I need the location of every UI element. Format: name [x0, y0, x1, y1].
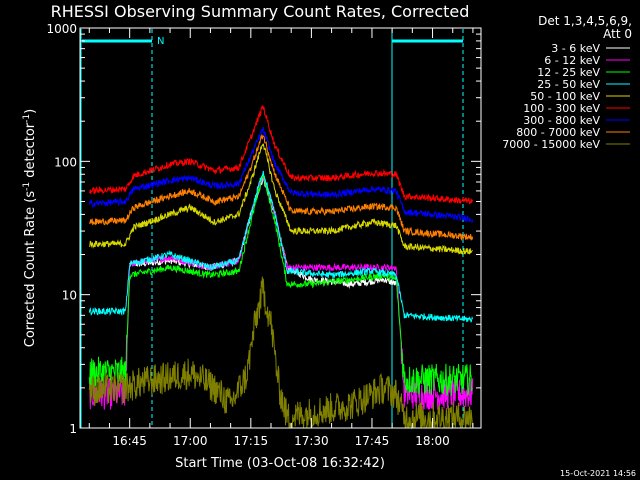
- x-tick-label: 18:00: [415, 434, 450, 448]
- x-tick-label: 17:30: [294, 434, 329, 448]
- series-line-6: [88, 126, 474, 224]
- y-axis: 1 10 100 1000: [46, 22, 481, 436]
- x-axis-label: Start Time (03-Oct-08 16:32:42): [175, 456, 385, 471]
- x-tick-label: 17:45: [355, 434, 390, 448]
- legend-label-2: 12 - 25 keV: [537, 66, 600, 79]
- series-line-7: [89, 133, 474, 241]
- legend-label-7: 800 - 7000 keV: [516, 126, 600, 139]
- render-timestamp: 15-Oct-2021 14:56: [560, 469, 636, 478]
- legend-label-8: 7000 - 15000 keV: [502, 138, 600, 151]
- legend-label-0: 3 - 6 keV: [551, 42, 600, 55]
- y-tick-label: 10: [62, 289, 77, 303]
- series-line-8: [88, 276, 474, 430]
- y-tick-label: 1: [69, 422, 77, 436]
- series-line-4: [88, 143, 473, 256]
- y-axis-label-sup2: -1: [22, 114, 32, 123]
- series-line-3: [88, 170, 474, 323]
- y-axis-label-part1: Corrected Count Rate (s: [23, 191, 38, 348]
- legend-label-3: 25 - 50 keV: [537, 78, 600, 91]
- y-axis-label-part3: ): [23, 109, 38, 114]
- plot-area: N: [80, 29, 474, 430]
- plot-frame: [79, 27, 482, 429]
- legend-label-1: 6 - 12 keV: [544, 54, 600, 67]
- legend-label-4: 50 - 100 keV: [530, 90, 600, 103]
- y-tick-label: 1000: [46, 22, 77, 36]
- legend-label-5: 100 - 300 keV: [523, 102, 600, 115]
- x-tick-label: 17:15: [234, 434, 269, 448]
- attenuator-state: Att 0: [603, 27, 632, 41]
- y-tick-label: 100: [54, 155, 77, 169]
- series-line-5: [88, 105, 474, 205]
- x-tick-label: 17:00: [173, 434, 208, 448]
- detector-list: Det 1,3,4,5,6,9,: [538, 14, 632, 28]
- night-marker-label: N: [157, 36, 164, 47]
- chart-title: RHESSI Observing Summary Count Rates, Co…: [51, 2, 470, 21]
- x-tick-label: 16:45: [112, 434, 147, 448]
- series-line-2: [88, 173, 473, 396]
- y-axis-label: Corrected Count Rate (s-1 detector-1): [22, 109, 38, 347]
- legend-label-6: 300 - 800 keV: [523, 114, 600, 127]
- x-axis: 16:45 17:00 17:15 17:30 17:45 18:00: [88, 28, 474, 448]
- y-axis-label-part2: detector: [23, 122, 38, 182]
- y-axis-label-sup1: -1: [22, 182, 32, 191]
